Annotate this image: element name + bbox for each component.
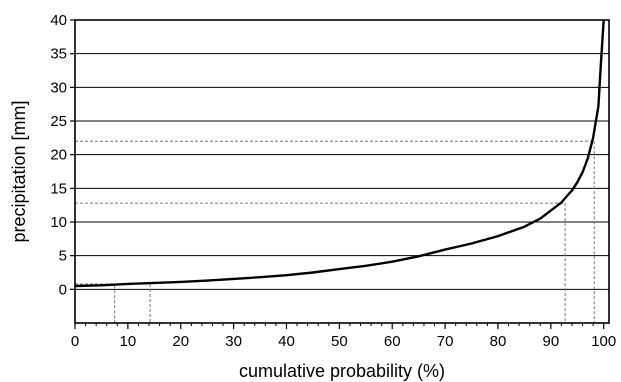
guide-lines — [75, 140, 595, 323]
x-tick-label-40: 40 — [278, 333, 295, 350]
plot-frame — [74, 19, 610, 324]
x-tick-label-60: 60 — [384, 333, 401, 350]
x-axis-ticks: 0 10 20 30 40 50 60 70 80 90 100 — [71, 323, 616, 350]
x-tick-label-70: 70 — [437, 333, 454, 350]
cumulative-curve — [74, 19, 605, 288]
x-tick-label-30: 30 — [225, 333, 242, 350]
y-tick-label-25: 25 — [50, 113, 67, 130]
x-tick-label-100: 100 — [591, 333, 616, 350]
y-axis-title: precipitation [mm] — [9, 100, 29, 242]
x-tick-label-20: 20 — [172, 333, 189, 350]
x-axis-title: cumulative probability (%) — [239, 361, 445, 381]
y-tick-label-35: 35 — [50, 46, 67, 63]
x-tick-label-0: 0 — [71, 333, 79, 350]
x-tick-label-90: 90 — [542, 333, 559, 350]
y-tick-label-15: 15 — [50, 180, 67, 197]
x-tick-label-50: 50 — [331, 333, 348, 350]
x-tick-label-80: 80 — [490, 333, 507, 350]
y-tick-label-5: 5 — [59, 248, 67, 265]
y-tick-label-40: 40 — [50, 12, 67, 29]
y-axis-ticks: 0 5 10 15 20 25 30 35 40 — [50, 12, 75, 298]
x-tick-label-10: 10 — [120, 333, 137, 350]
y-tick-label-30: 30 — [50, 79, 67, 96]
y-tick-label-20: 20 — [50, 147, 67, 164]
y-tick-label-0: 0 — [59, 281, 67, 298]
y-tick-label-10: 10 — [50, 214, 67, 231]
